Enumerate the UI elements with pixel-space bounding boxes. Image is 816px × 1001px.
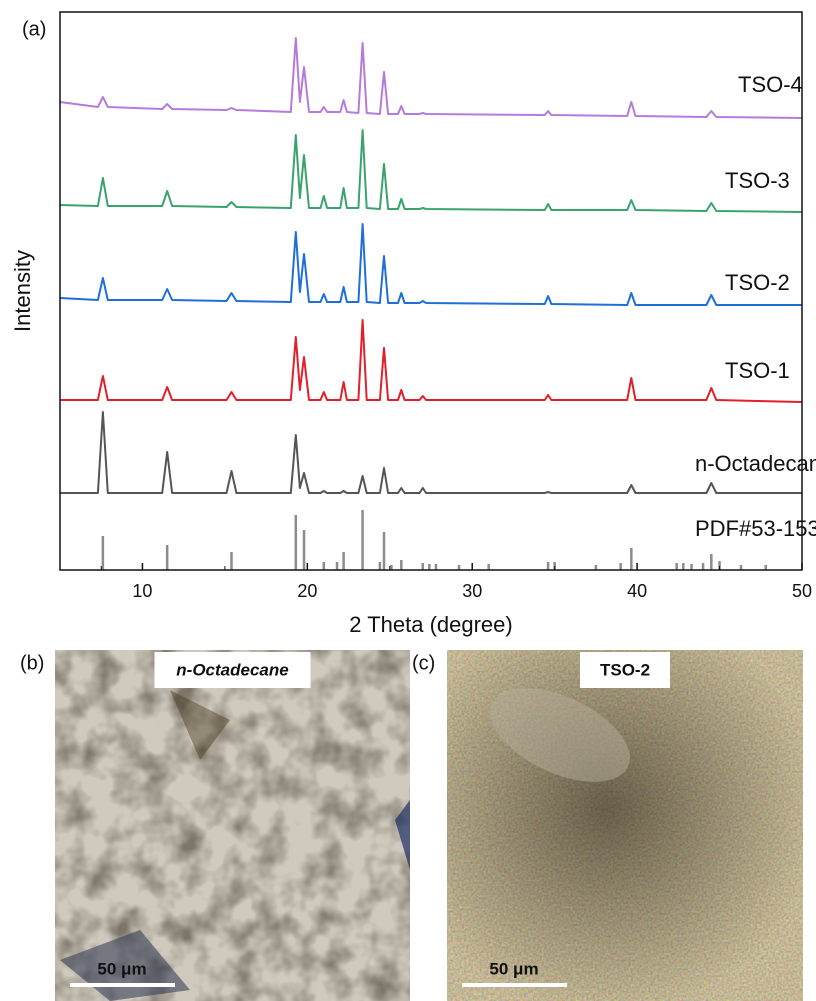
scale-bar-label: 50 μm (489, 959, 538, 978)
image-title-box (154, 652, 311, 688)
x-axis-title: 2 Theta (degree) (349, 612, 512, 637)
pattern-line (60, 319, 803, 403)
series-label: PDF#53-1532 (695, 516, 816, 541)
image-title: TSO-2 (600, 660, 650, 679)
series-label: TSO-3 (725, 168, 790, 193)
x-tick-label: 30 (462, 581, 482, 601)
image-title: n-Octadecane (176, 660, 288, 679)
series-label: TSO-2 (725, 270, 790, 295)
y-axis-title: Intensity (10, 250, 35, 332)
plot-frame (59, 11, 803, 571)
panel-label: (b) (20, 652, 44, 674)
pattern-line (59, 223, 802, 306)
x-tick-label: 20 (297, 581, 317, 601)
series-label: n-Octadecane (695, 451, 816, 476)
series-label: TSO-4 (738, 72, 803, 97)
scale-bar-label: 50 μm (97, 959, 146, 978)
micrograph-b (55, 650, 410, 1001)
series-label: TSO-1 (725, 358, 790, 383)
x-tick-label: 10 (132, 581, 152, 601)
pattern-line (59, 37, 803, 119)
image-title-box (580, 652, 670, 688)
x-tick-label: 40 (627, 581, 647, 601)
panel-label: (a) (22, 18, 46, 40)
panel-label: (c) (412, 652, 435, 674)
pattern-line (59, 129, 803, 213)
micrograph-c (447, 650, 803, 1001)
pattern-line (60, 411, 802, 494)
x-tick-label: 50 (792, 581, 812, 601)
